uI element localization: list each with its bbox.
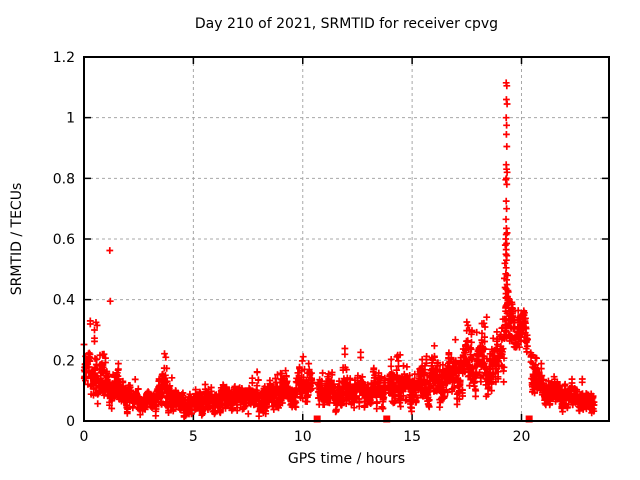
chart-title: Day 210 of 2021, SRMTID for receiver cpv… — [194, 16, 499, 32]
x-tick-label: 5 — [189, 429, 198, 445]
y-tick-label: 0 — [66, 414, 75, 430]
plot-border — [83, 56, 610, 422]
y-tick-label: 1 — [66, 111, 75, 127]
y-tick-label: 1.2 — [53, 50, 75, 66]
gridlines — [84, 57, 609, 421]
gap-marker — [525, 415, 533, 423]
y-tick-label: 0.6 — [53, 232, 75, 248]
y-tick-label: 0.4 — [53, 293, 75, 309]
data-points — [80, 79, 598, 421]
x-tick-label: 0 — [80, 429, 89, 445]
gap-marker — [383, 415, 391, 423]
x-tick-label: 10 — [294, 429, 312, 445]
x-tick-label: 20 — [513, 429, 531, 445]
x-axis-label: GPS time / hours — [287, 451, 406, 467]
gap-marker — [313, 415, 321, 423]
x-tick-label: 15 — [403, 429, 421, 445]
y-tick-label: 0.2 — [53, 353, 75, 369]
y-axis-label: SRMTID / TECUs — [9, 182, 25, 296]
y-tick-label: 0.8 — [53, 171, 75, 187]
